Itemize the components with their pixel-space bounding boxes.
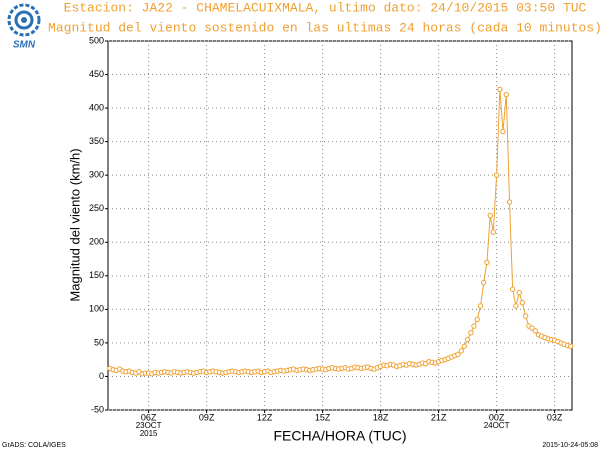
point [471,323,477,329]
point [458,348,464,354]
point [468,330,474,336]
x-tick-label: 18Z [373,412,389,422]
y-tick-label: 50 [94,337,104,347]
point [519,299,526,306]
x-tick-label: 03Z [547,412,563,422]
chart-title: Estacion: JA22 - CHAMELACUIXMALA, ultimo… [64,0,587,15]
x-tick-label: 09Z [199,412,215,422]
chart-subtitle: Magnitud del viento sostenido en las ult… [48,20,600,35]
y-tick-label: 250 [89,203,104,213]
point [461,343,468,349]
footer-left: GrADS: COLA/IGES [2,442,66,449]
y-tick-label: 100 [89,304,104,314]
point [513,303,519,309]
logo-text: SMN [13,40,36,51]
point [474,316,480,323]
x-tick-sublabel: 24OCT [484,421,510,430]
x-axis-label: FECHA/HORA (TUC) [274,428,407,444]
y-tick-label: 500 [89,35,104,45]
footer-right: 2015-10-24-05:08 [542,442,598,449]
x-tick-label: 00Z [489,412,505,422]
y-tick-label: 200 [89,237,104,247]
y-tick-label: -50 [91,404,104,414]
point [477,303,484,309]
x-tick-label: 06Z [141,412,157,422]
point [522,313,529,319]
y-tick-label: 300 [89,170,104,180]
y-tick-label: 0 [99,371,104,381]
point [506,199,513,205]
point [567,343,574,349]
point [509,286,516,292]
y-tick-label: 450 [89,69,104,79]
x-tick-sublabel: 23OCT [136,421,162,430]
point [493,172,500,178]
logo: SMN [7,3,41,51]
plot-frame [107,40,573,411]
point [480,279,487,286]
y-tick-label: 150 [89,270,104,280]
y-axis-label: Magnitud del viento (km/h) [67,148,82,301]
x-tick-sublabel: 2015 [140,429,158,438]
point [484,259,490,266]
point [516,289,522,296]
y-tick-label: 400 [89,102,104,112]
point [532,328,538,334]
x-tick-label: 21Z [431,412,447,422]
x-tick-label: 12Z [257,412,273,422]
y-tick-label: 350 [89,136,104,146]
x-tick-label: 15Z [315,412,331,422]
point [487,212,493,219]
point [455,351,461,358]
point [497,86,503,93]
point [503,91,509,98]
point [464,336,471,343]
point [490,229,497,235]
point [500,128,506,135]
